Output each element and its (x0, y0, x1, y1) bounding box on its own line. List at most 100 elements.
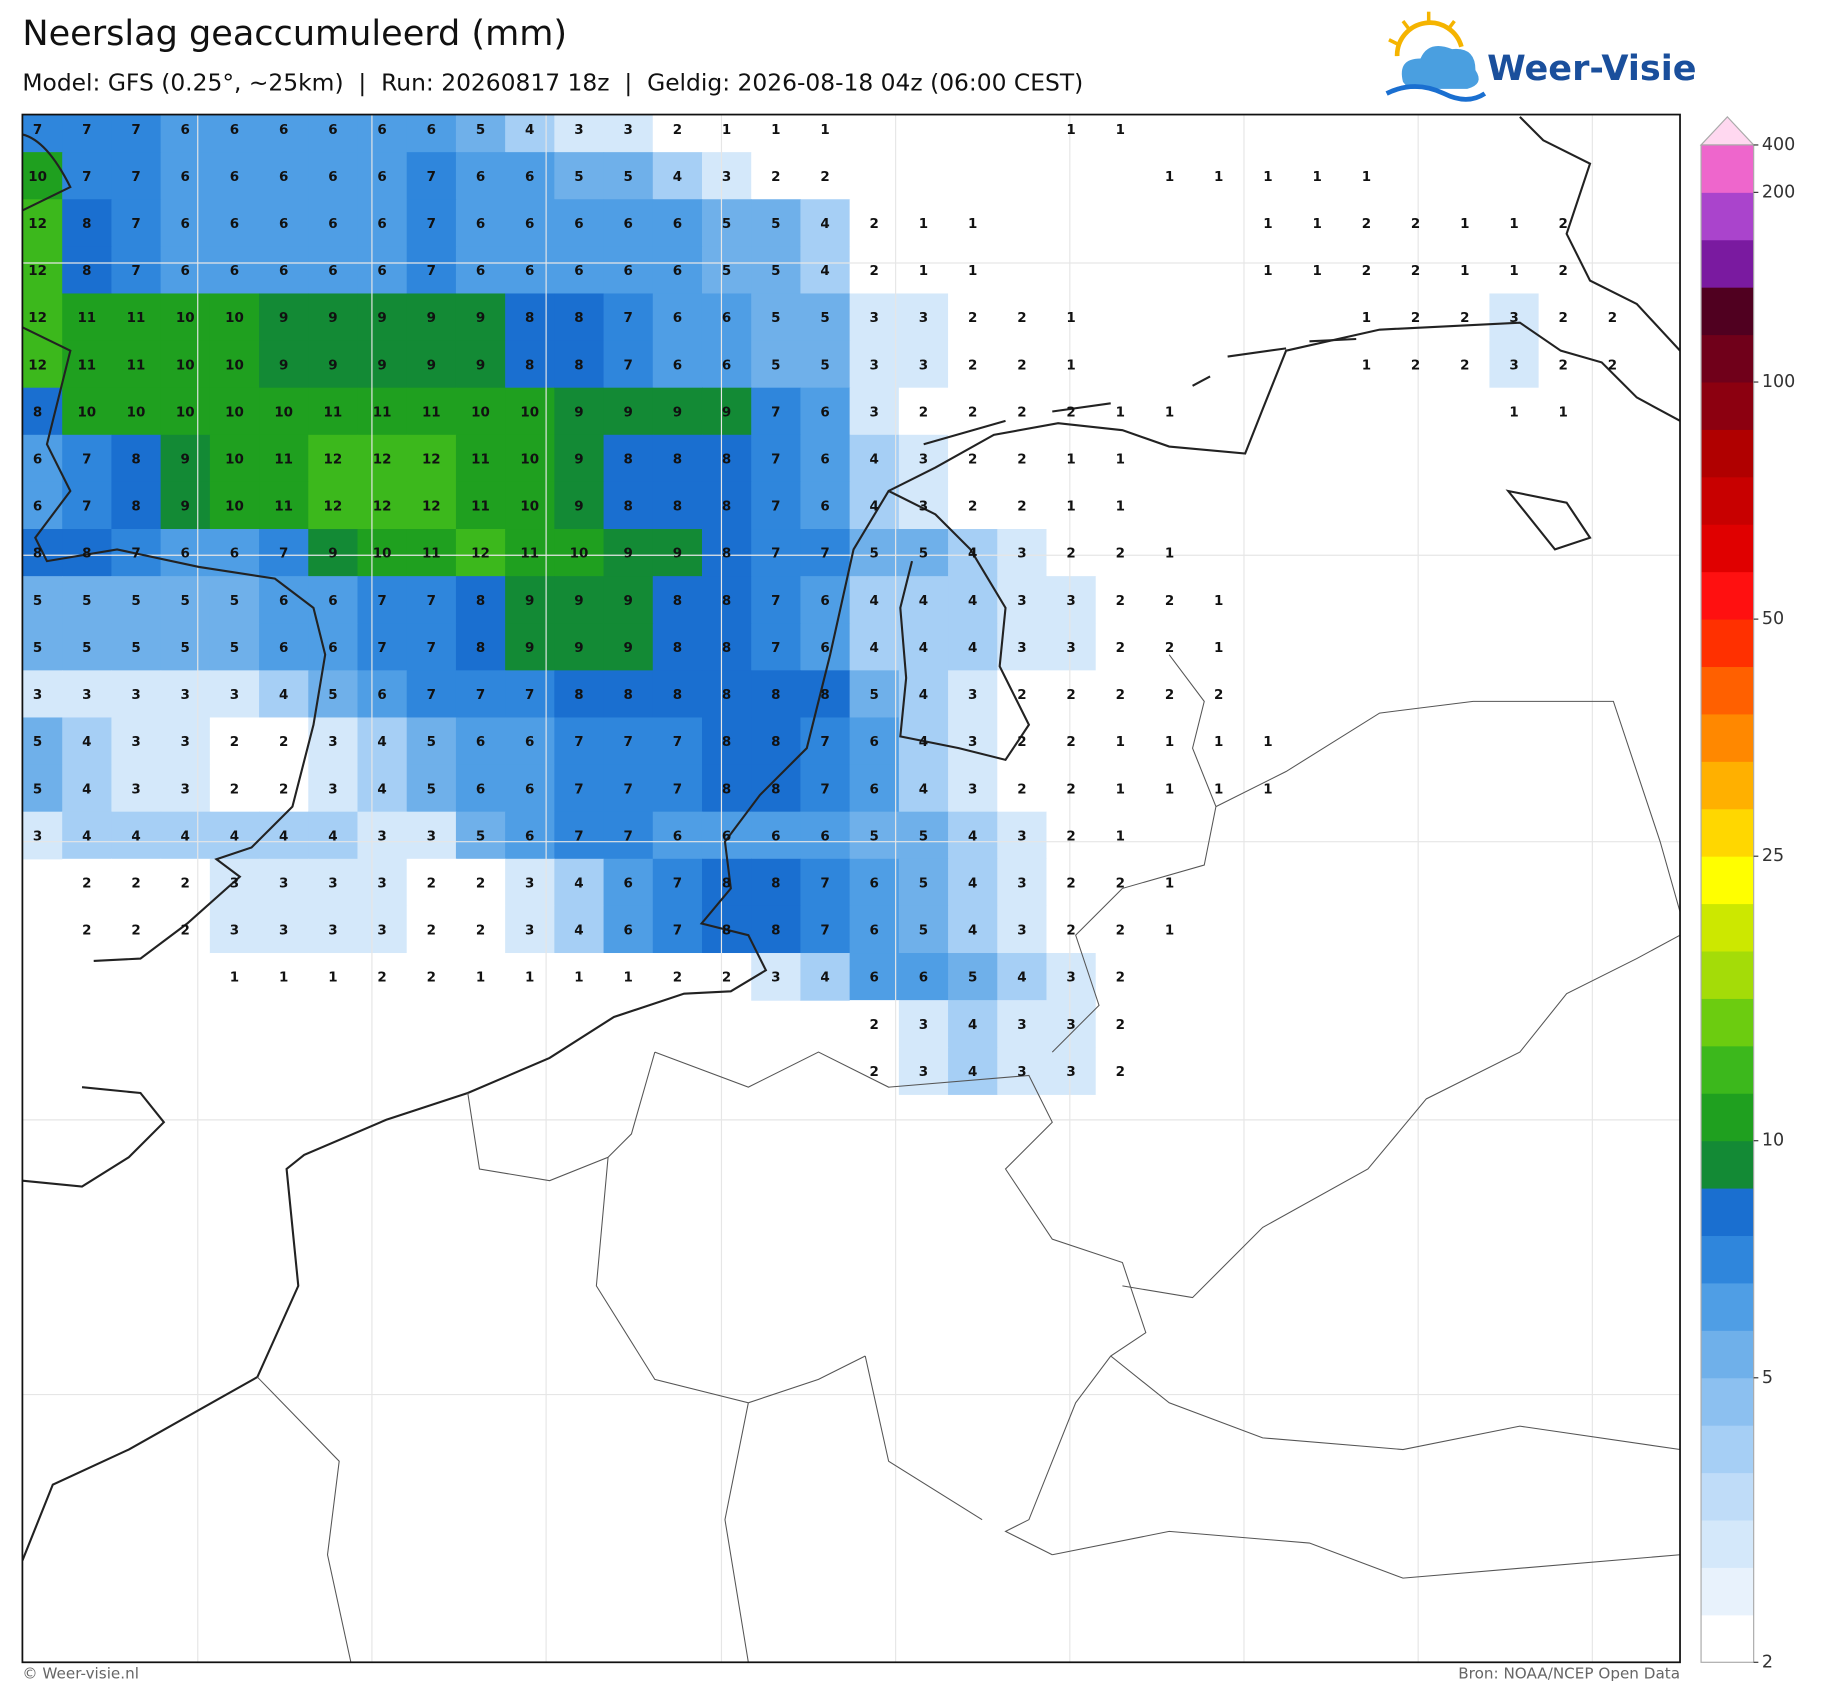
precip-cell (1095, 1000, 1146, 1048)
precip-value: 6 (377, 170, 386, 185)
precip-cell (22, 246, 63, 295)
precip-value: 2 (181, 924, 190, 939)
precip-cell (259, 905, 309, 954)
precip-value: 6 (377, 688, 386, 703)
precip-value: 3 (1017, 641, 1026, 656)
precip-value: 2 (1066, 735, 1075, 750)
precip-value: 6 (525, 829, 534, 844)
precip-cell (455, 246, 506, 295)
precip-value: 7 (574, 735, 583, 750)
precip-value: 8 (574, 358, 583, 373)
precip-value: 6 (279, 123, 288, 138)
precip-cell (751, 529, 802, 577)
precip-cell (406, 623, 457, 671)
colorbar-band (1701, 239, 1754, 288)
precip-value: 7 (33, 123, 42, 138)
precip-value: 7 (131, 264, 140, 279)
precip-value: 2 (1559, 311, 1568, 326)
precip-value: 8 (722, 453, 731, 468)
precip-value: 2 (771, 170, 780, 185)
precip-value: 6 (377, 264, 386, 279)
precip-value: 4 (279, 688, 288, 703)
precip-value: 4 (968, 1018, 977, 1033)
precip-value: 8 (820, 688, 829, 703)
precip-cell (1144, 764, 1195, 813)
precip-cell (800, 152, 851, 200)
precip-value: 8 (33, 547, 42, 562)
precip-cell (111, 434, 162, 483)
precip-value: 11 (422, 547, 441, 562)
precip-value: 8 (623, 453, 632, 468)
precip-cell (603, 293, 654, 342)
precip-cell (603, 905, 654, 954)
precip-value: 6 (230, 547, 239, 562)
precip-value: 4 (230, 829, 239, 844)
precip-value: 1 (1116, 453, 1125, 468)
precip-value: 6 (328, 641, 337, 656)
precip-value: 6 (476, 170, 485, 185)
precip-value: 1 (722, 123, 731, 138)
title: Neerslag geaccumuleerd (mm) (22, 13, 567, 54)
precip-cell (603, 529, 654, 577)
precip-cell (259, 529, 309, 577)
precip-cell (160, 387, 211, 436)
precip-cell (1046, 764, 1097, 813)
precip-cell (259, 811, 309, 860)
precip-cell (948, 764, 998, 813)
precip-cell (603, 811, 654, 860)
precip-cell (357, 811, 408, 860)
precip-value: 5 (230, 641, 239, 656)
precip-value: 7 (771, 500, 780, 515)
precip-value: 6 (673, 311, 682, 326)
precip-cell (948, 434, 998, 483)
precip-value: 2 (476, 924, 485, 939)
precip-cell (603, 670, 654, 719)
precip-value: 3 (1509, 358, 1518, 373)
precip-cell (455, 387, 506, 436)
precip-value: 5 (771, 264, 780, 279)
precip-cell (160, 152, 211, 200)
precip-cell (209, 293, 260, 342)
precip-value: 5 (771, 217, 780, 232)
precip-value: 10 (225, 500, 244, 515)
precip-cell (751, 764, 802, 813)
precip-value: 7 (820, 547, 829, 562)
precip-value: 1 (968, 264, 977, 279)
precip-value: 5 (33, 641, 42, 656)
precip-cell (751, 246, 802, 295)
logo: Weer-Visie (1385, 11, 1697, 102)
precip-value: 7 (771, 594, 780, 609)
precip-cell (22, 670, 63, 719)
precip-value: 9 (377, 358, 386, 373)
precip-value: 4 (968, 641, 977, 656)
precip-value: 7 (673, 877, 682, 892)
precip-cell (652, 717, 703, 766)
precip-value: 11 (274, 500, 293, 515)
precip-labels: 7 7 7 6 6 6 6 6 6 5 4 3 3 2 1 1 1 1 110 7 7 6 6 6 6 6 7 6 6 5 5 4 3 2 2 1 1 1… (28, 123, 1617, 1080)
precip-cell (111, 905, 162, 954)
precip-value: 2 (1362, 217, 1371, 232)
precip-value: 3 (919, 1065, 928, 1080)
precip-cell (701, 293, 752, 342)
precip-value: 2 (968, 405, 977, 420)
precip-value: 1 (1165, 405, 1174, 420)
precip-value: 8 (574, 311, 583, 326)
precip-cell (701, 529, 752, 577)
precip-cell (603, 387, 654, 436)
precip-cell (554, 953, 605, 1001)
colorbar-band (1701, 429, 1754, 478)
colorbar-band (1701, 144, 1754, 193)
precip-value: 3 (230, 688, 239, 703)
precip-value: 8 (33, 405, 42, 420)
precip-cell (948, 905, 998, 954)
precip-value: 5 (181, 594, 190, 609)
precip-value: 6 (870, 877, 879, 892)
precip-cell (751, 293, 802, 342)
precip-value: 3 (1017, 877, 1026, 892)
precip-value: 1 (328, 971, 337, 986)
precip-cell (62, 199, 113, 247)
precip-cell (406, 858, 457, 907)
precip-cell (751, 717, 802, 766)
precip-value: 2 (1165, 594, 1174, 609)
precip-value: 3 (1066, 1065, 1075, 1080)
